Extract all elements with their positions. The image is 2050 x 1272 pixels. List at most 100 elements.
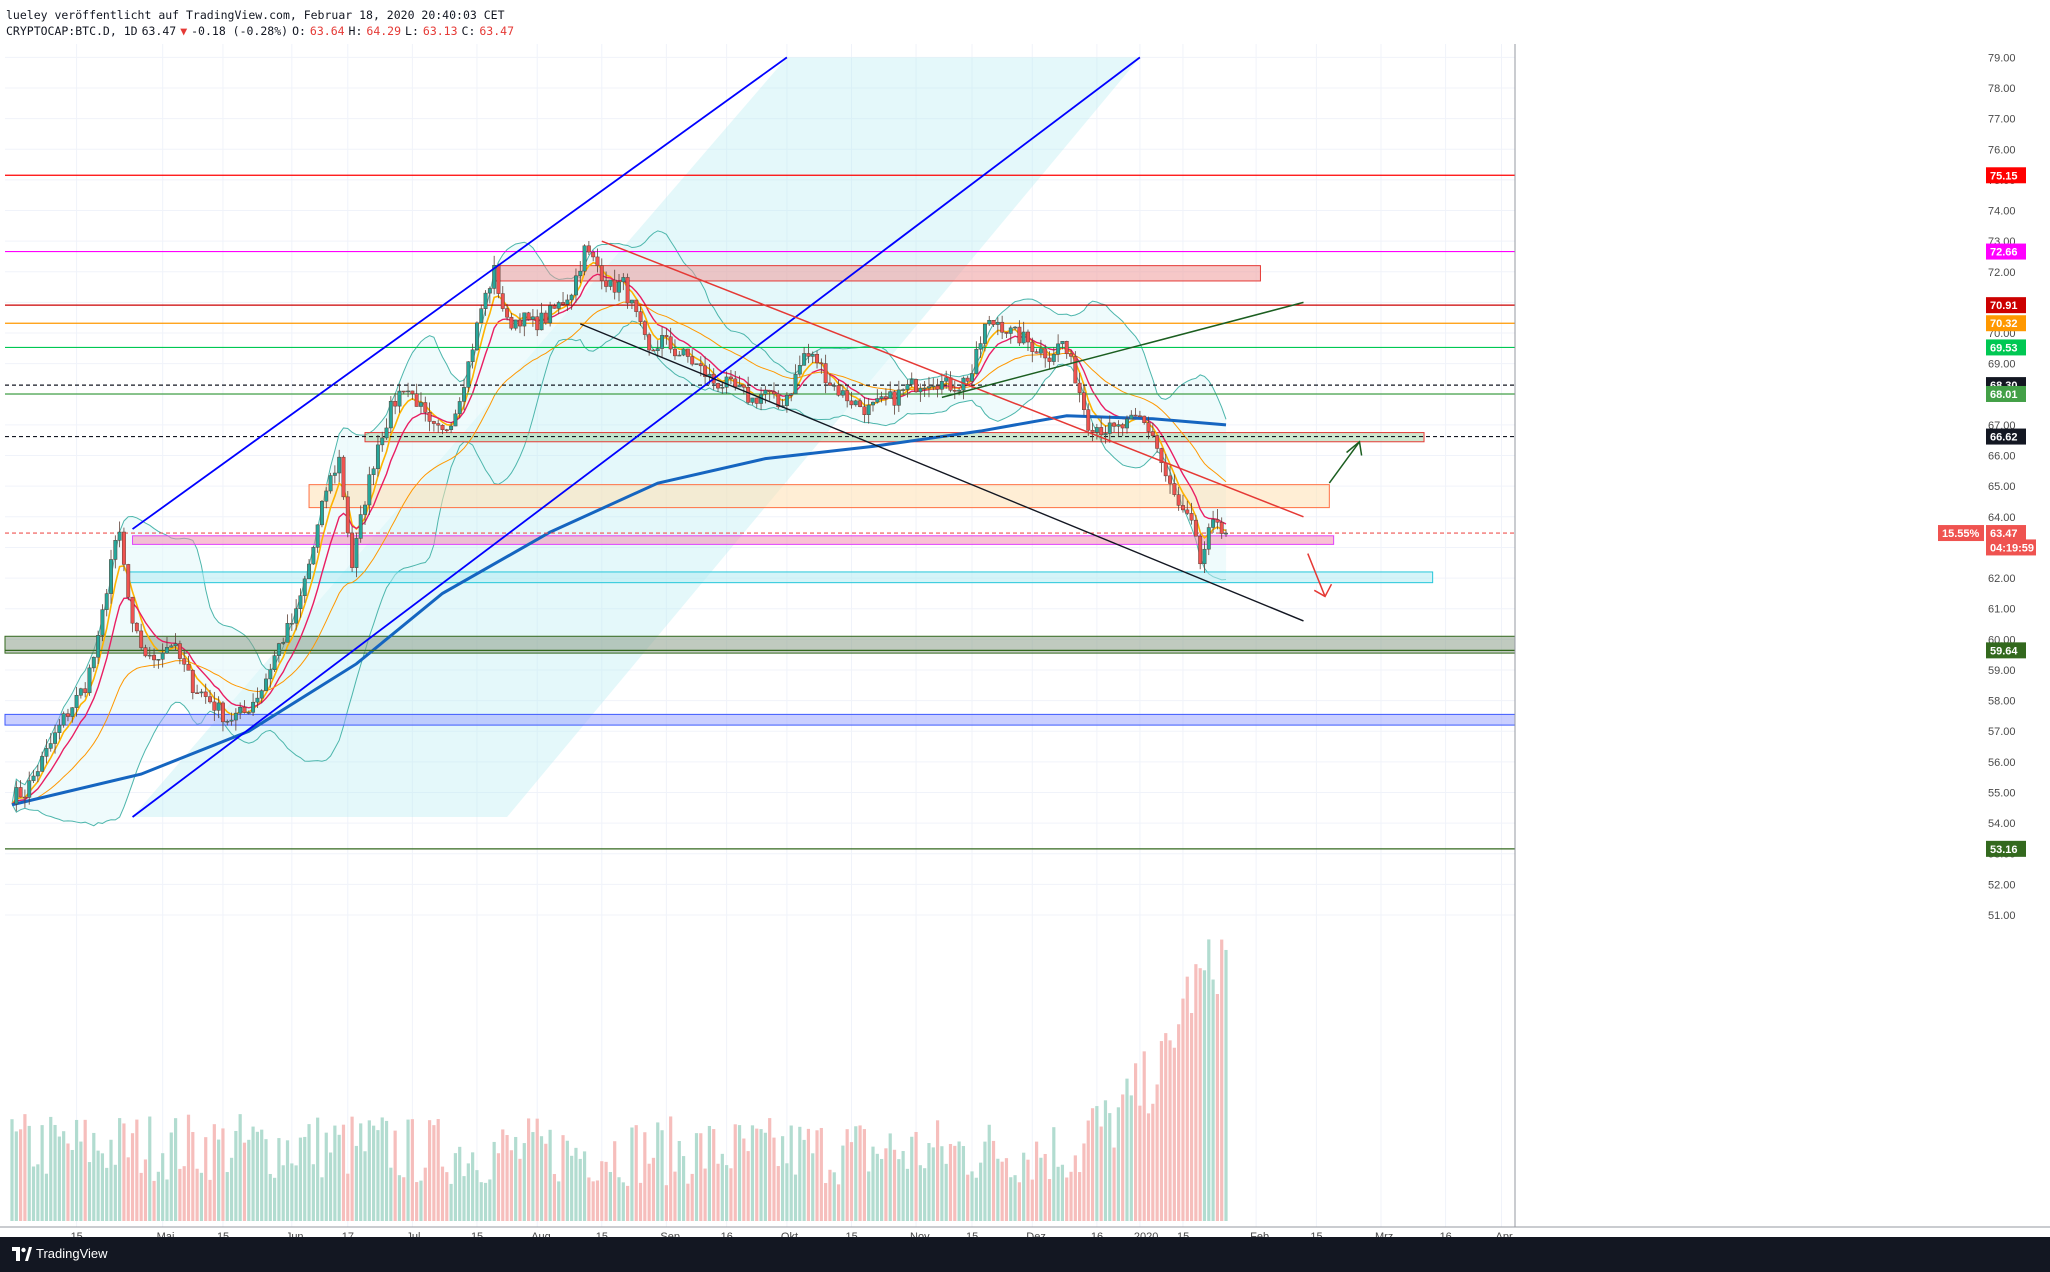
candle-body bbox=[220, 702, 225, 723]
volume-bar bbox=[427, 1120, 432, 1221]
candle-body bbox=[1064, 341, 1069, 355]
candle-body bbox=[363, 504, 367, 515]
candle-body bbox=[543, 312, 548, 324]
candle-body bbox=[1142, 415, 1147, 423]
volume-bar bbox=[1004, 1158, 1009, 1221]
volume-bar bbox=[341, 1124, 346, 1221]
candle-body bbox=[1206, 527, 1211, 550]
candle-body bbox=[195, 692, 200, 694]
volume-bar bbox=[1172, 1047, 1176, 1221]
candle-body bbox=[272, 655, 277, 670]
candle-body bbox=[57, 724, 62, 733]
volume-bar bbox=[914, 1131, 918, 1221]
candle-body bbox=[1125, 418, 1129, 429]
candle-body bbox=[1193, 519, 1198, 537]
volume-bar bbox=[836, 1184, 841, 1221]
resistance-trendline bbox=[601, 240, 1304, 518]
volume-bar bbox=[815, 1130, 819, 1221]
candle-body bbox=[246, 712, 251, 714]
volume-bar bbox=[195, 1168, 199, 1221]
candle-body bbox=[685, 348, 690, 357]
volume-bar bbox=[23, 1114, 27, 1221]
y-tick-label: 61.00 bbox=[1988, 604, 2016, 616]
low-value: 63.13 bbox=[422, 24, 458, 38]
candle-body bbox=[96, 635, 101, 658]
x-tick-label: Sep bbox=[660, 1231, 680, 1237]
candle-body bbox=[927, 386, 931, 389]
volume-bar bbox=[776, 1166, 780, 1221]
volume-bar bbox=[647, 1163, 651, 1221]
volume-bar bbox=[212, 1124, 216, 1221]
candle-body bbox=[500, 293, 505, 309]
candle-body bbox=[276, 643, 281, 656]
price-badge-bg bbox=[1986, 297, 2026, 314]
candle-body bbox=[991, 319, 996, 325]
volume-bar bbox=[1202, 970, 1207, 1221]
candle-body bbox=[492, 265, 497, 289]
close-label: C: bbox=[461, 24, 476, 38]
volume-bar bbox=[854, 1126, 858, 1221]
open-value: 63.64 bbox=[309, 24, 345, 38]
candle-body bbox=[14, 787, 19, 805]
candle-body bbox=[307, 563, 311, 580]
candle-body bbox=[190, 670, 195, 693]
volume-bar bbox=[927, 1143, 931, 1221]
candle-body bbox=[815, 353, 819, 364]
volume-bar bbox=[849, 1142, 854, 1221]
volume-bar bbox=[729, 1168, 733, 1221]
volume-bar bbox=[1155, 1084, 1159, 1221]
candle-body bbox=[1090, 429, 1095, 433]
price-chart[interactable]: 51.0052.0053.0054.0055.0056.0057.0058.00… bbox=[0, 44, 2050, 1237]
candle-body bbox=[1060, 341, 1065, 345]
symbol-label[interactable]: CRYPTOCAP:BTC.D, 1D bbox=[6, 24, 138, 38]
volume-bar bbox=[31, 1166, 36, 1221]
volume-bar bbox=[191, 1132, 195, 1221]
high-value: 64.29 bbox=[366, 24, 402, 38]
candle-body bbox=[612, 279, 617, 293]
candle-body bbox=[866, 404, 871, 415]
volume-bar bbox=[458, 1146, 462, 1221]
volume-bar bbox=[733, 1124, 737, 1221]
volume-bar bbox=[419, 1180, 423, 1221]
y-tick-label: 55.00 bbox=[1988, 787, 2016, 799]
candle-body bbox=[302, 578, 307, 596]
volume-bar bbox=[492, 1141, 496, 1221]
volume-bar bbox=[548, 1129, 552, 1221]
candle-body bbox=[354, 538, 359, 568]
volume-bar bbox=[793, 1174, 798, 1221]
volume-bar bbox=[1138, 1105, 1142, 1221]
volume-bar bbox=[720, 1153, 724, 1221]
candle-body bbox=[496, 265, 501, 294]
volume-bar bbox=[173, 1118, 178, 1221]
volume-bar bbox=[694, 1133, 699, 1221]
candle-body bbox=[642, 321, 647, 335]
volume-bar bbox=[897, 1159, 901, 1221]
volume-bar bbox=[871, 1146, 875, 1221]
volume-bar bbox=[737, 1125, 742, 1221]
candle-body bbox=[233, 712, 238, 721]
price-badge: 70.32 bbox=[1990, 318, 2018, 330]
x-tick-label: 2020 bbox=[1134, 1231, 1158, 1237]
candle-body bbox=[152, 654, 157, 661]
candle-body bbox=[264, 678, 268, 691]
candle-body bbox=[836, 385, 841, 396]
volume-bar bbox=[1164, 1033, 1168, 1221]
candle-body bbox=[772, 391, 776, 395]
volume-bar bbox=[582, 1151, 587, 1221]
candle-body bbox=[474, 322, 479, 351]
volume-bar bbox=[152, 1180, 156, 1221]
candle-body bbox=[216, 702, 221, 711]
volume-bar bbox=[845, 1129, 849, 1221]
volume-bar bbox=[74, 1119, 79, 1221]
volume-bar bbox=[574, 1147, 578, 1221]
volume-bar bbox=[1026, 1159, 1030, 1221]
candle-body bbox=[1181, 505, 1185, 511]
volume-bar bbox=[703, 1168, 707, 1221]
y-tick-label: 62.00 bbox=[1988, 573, 2016, 585]
candle-body bbox=[324, 490, 329, 502]
candle-body bbox=[741, 384, 746, 388]
channel-upper-line bbox=[132, 56, 788, 530]
candle-body bbox=[647, 334, 652, 351]
price-badge: 70.91 bbox=[1990, 300, 2018, 312]
candle-body bbox=[358, 514, 363, 539]
